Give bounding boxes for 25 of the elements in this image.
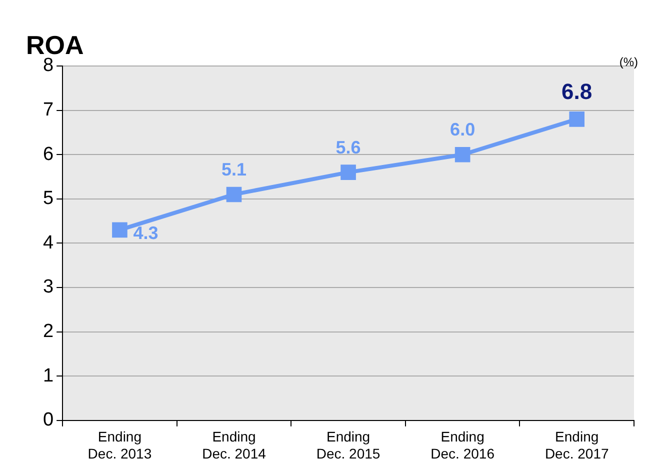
- point: [226, 186, 242, 202]
- x-tick-label: Ending Dec. 2014: [202, 428, 266, 462]
- point: [569, 112, 585, 127]
- point: [340, 164, 356, 180]
- y-tick-label: 1: [42, 365, 54, 386]
- text: 6.8: [562, 79, 592, 104]
- text: 5.1: [221, 159, 247, 180]
- text: 4.3: [133, 222, 158, 243]
- x-tick-label: Ending Dec. 2016: [430, 428, 495, 462]
- y-tick-label: 3: [42, 276, 54, 298]
- y-tick-label: 4: [42, 232, 54, 254]
- y-tick-label: 6: [42, 144, 54, 165]
- text: 6.0: [450, 120, 476, 140]
- annotation: (%): [619, 55, 638, 69]
- point: [454, 146, 470, 162]
- point: [112, 222, 128, 238]
- x-tick-label: Ending Dec. 2013: [88, 428, 152, 462]
- y-tick-label: 5: [42, 188, 54, 210]
- y-tick-label: 8: [42, 55, 54, 76]
- x-tick-label: Ending Dec. 2015: [316, 428, 380, 462]
- y-tick-label: 0: [42, 410, 54, 431]
- y-tick-label: 2: [42, 321, 54, 342]
- x-tick-label: Ending Dec. 2017: [544, 428, 609, 462]
- y-tick-label: 7: [42, 100, 54, 121]
- text: 5.6: [336, 137, 361, 158]
